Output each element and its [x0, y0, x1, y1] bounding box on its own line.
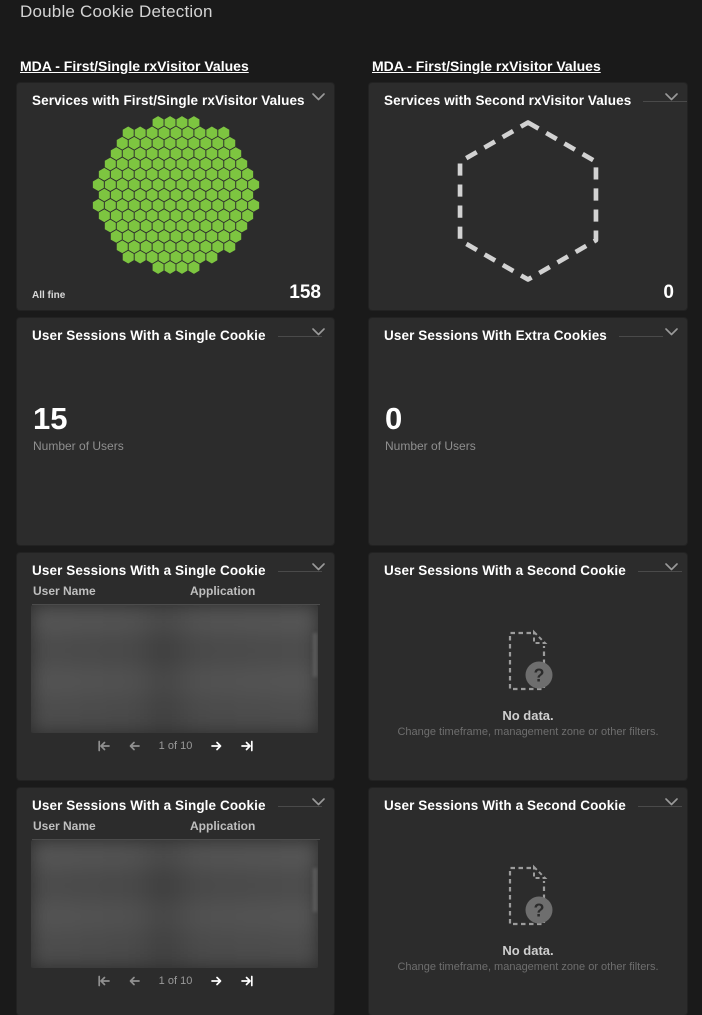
section-link-left[interactable]: MDA - First/Single rxVisitor Values	[20, 58, 249, 74]
table-column-headers: User Name Application	[17, 817, 334, 833]
tile-header: Services with First/Single rxVisitor Val…	[17, 83, 334, 112]
scrollbar[interactable]	[313, 868, 317, 912]
blurred-rows	[31, 840, 318, 968]
previous-page-button[interactable]	[126, 738, 142, 754]
next-page-button[interactable]	[209, 973, 225, 989]
first-page-button[interactable]	[95, 738, 111, 754]
status-label: All fine	[32, 290, 66, 301]
tile-title: User Sessions With a Second Cookie	[384, 563, 626, 578]
metric-block: 0 Number of Users	[385, 401, 476, 454]
last-page-button[interactable]	[240, 738, 256, 754]
tile-header: User Sessions With a Second Cookie	[369, 553, 687, 582]
metric-caption: Number of Users	[33, 439, 124, 454]
column-header-application: Application	[190, 584, 256, 598]
previous-page-button[interactable]	[126, 973, 142, 989]
tile-services-second-rxvisitor: Services with Second rxVisitor Values 0	[369, 83, 688, 310]
title-underline	[277, 806, 322, 807]
tile-services-first-single-rxvisitor: Services with First/Single rxVisitor Val…	[17, 83, 334, 310]
chevron-down-icon[interactable]	[664, 562, 678, 572]
tile-header: User Sessions With a Second Cookie	[369, 788, 687, 817]
svg-text:?: ?	[534, 666, 545, 686]
next-page-button[interactable]	[209, 738, 225, 754]
title-underline	[643, 101, 688, 102]
divider	[32, 839, 320, 840]
title-underline	[618, 336, 663, 337]
column-header-application: Application	[190, 819, 256, 833]
blurred-rows	[31, 605, 318, 733]
tile-header: User Sessions With a Single Cookie	[17, 553, 334, 582]
tile-header: User Sessions With a Single Cookie	[17, 788, 334, 817]
page-indicator: 1 of 10	[158, 740, 193, 752]
tile-sessions-second-cookie-nodata-bottom: User Sessions With a Second Cookie ? No …	[369, 788, 687, 1015]
tile-header: User Sessions With Extra Cookies	[369, 318, 687, 347]
honeycomb-chart[interactable]	[90, 113, 262, 277]
tile-sessions-extra-cookies-metric: User Sessions With Extra Cookies 0 Numbe…	[369, 318, 687, 545]
section-link-right[interactable]: MDA - First/Single rxVisitor Values	[372, 58, 601, 74]
tile-sessions-second-cookie-nodata-top: User Sessions With a Second Cookie ? No …	[369, 553, 687, 780]
chevron-down-icon[interactable]	[311, 797, 325, 807]
no-data-message: No data.	[502, 708, 554, 723]
blurred-table-content[interactable]	[31, 840, 318, 968]
page-title: Double Cookie Detection	[20, 2, 213, 21]
blurred-table-content[interactable]	[31, 605, 318, 733]
service-count: 0	[663, 282, 674, 303]
divider	[32, 604, 320, 605]
svg-text:?: ?	[534, 901, 545, 921]
metric-block: 15 Number of Users	[33, 401, 124, 454]
title-underline	[637, 806, 682, 807]
first-page-button[interactable]	[95, 973, 111, 989]
no-data-hint: Change timeframe, management zone or oth…	[397, 726, 659, 738]
metric-caption: Number of Users	[385, 439, 476, 454]
last-page-button[interactable]	[240, 973, 256, 989]
tile-title: User Sessions With Extra Cookies	[384, 328, 607, 343]
chevron-down-icon[interactable]	[311, 92, 325, 102]
tile-title: User Sessions With a Second Cookie	[384, 798, 626, 813]
title-underline	[277, 571, 322, 572]
chevron-down-icon[interactable]	[311, 562, 325, 572]
service-count: 158	[289, 282, 321, 303]
chevron-down-icon[interactable]	[664, 797, 678, 807]
tile-title: User Sessions With a Single Cookie	[32, 563, 266, 578]
title-underline	[637, 571, 682, 572]
no-data-message: No data.	[502, 943, 554, 958]
pagination: 1 of 10	[17, 738, 334, 754]
no-data-document-icon: ?	[508, 629, 553, 691]
no-data-hint: Change timeframe, management zone or oth…	[397, 961, 659, 973]
tile-header: User Sessions With a Single Cookie	[17, 318, 334, 347]
no-data-block: ? No data. Change timeframe, management …	[369, 864, 687, 973]
page-indicator: 1 of 10	[158, 975, 193, 987]
tile-sessions-single-cookie-metric: User Sessions With a Single Cookie 15 Nu…	[17, 318, 334, 545]
empty-hexagon-icon	[457, 120, 599, 282]
tile-header: Services with Second rxVisitor Values	[369, 83, 688, 112]
honeycomb-footer: All fine 158	[32, 282, 321, 304]
honeycomb-container	[17, 113, 334, 277]
chevron-down-icon[interactable]	[664, 92, 678, 102]
tile-title: User Sessions With a Single Cookie	[32, 328, 266, 343]
chevron-down-icon[interactable]	[664, 327, 678, 337]
no-data-block: ? No data. Change timeframe, management …	[369, 629, 687, 738]
tile-title: User Sessions With a Single Cookie	[32, 798, 266, 813]
metric-value: 0	[385, 401, 403, 436]
column-header-user-name: User Name	[33, 584, 96, 598]
scrollbar[interactable]	[313, 633, 317, 677]
chevron-down-icon[interactable]	[311, 327, 325, 337]
metric-value: 15	[33, 401, 68, 436]
tile-title: Services with First/Single rxVisitor Val…	[32, 93, 305, 108]
tile-sessions-single-cookie-table-top: User Sessions With a Single Cookie User …	[17, 553, 334, 780]
no-data-document-icon: ?	[508, 864, 553, 926]
table-column-headers: User Name Application	[17, 582, 334, 598]
column-header-user-name: User Name	[33, 819, 96, 833]
title-underline	[277, 336, 322, 337]
pagination: 1 of 10	[17, 973, 334, 989]
tile-sessions-single-cookie-table-bottom: User Sessions With a Single Cookie User …	[17, 788, 334, 1015]
tile-title: Services with Second rxVisitor Values	[384, 93, 632, 108]
empty-hexagon-container	[369, 115, 687, 287]
